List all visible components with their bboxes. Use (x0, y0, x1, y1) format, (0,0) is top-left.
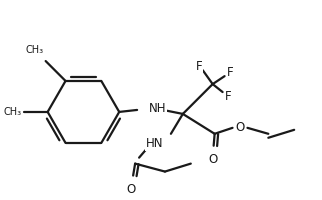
Text: O: O (236, 121, 245, 134)
Text: CH₃: CH₃ (25, 45, 44, 55)
Text: F: F (225, 90, 232, 103)
Text: HN: HN (146, 137, 163, 150)
Text: CH₃: CH₃ (4, 107, 22, 117)
Text: F: F (227, 66, 234, 79)
Text: F: F (195, 60, 202, 73)
Text: O: O (127, 183, 136, 196)
Text: O: O (208, 153, 217, 166)
Text: NH: NH (149, 102, 166, 115)
